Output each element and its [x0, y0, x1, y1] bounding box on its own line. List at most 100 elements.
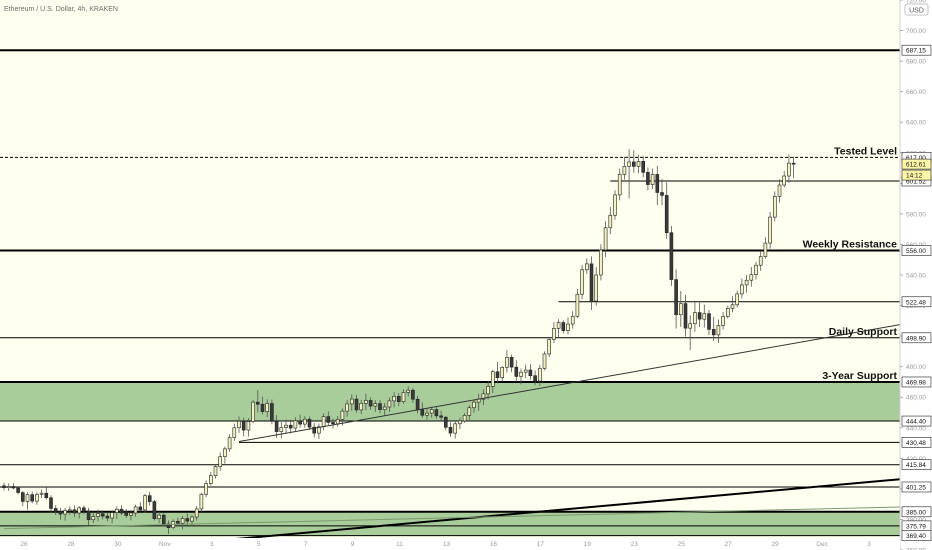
candle-up — [688, 323, 693, 329]
candle-down — [16, 487, 20, 493]
candle-down — [707, 313, 711, 330]
time-axis-background[interactable] — [0, 538, 900, 550]
price-tick-label: 360.00 — [906, 548, 926, 550]
candle-up — [213, 466, 218, 476]
candle-up — [772, 196, 777, 218]
level-price-tag-box — [901, 530, 932, 541]
trendline[interactable] — [3, 506, 901, 530]
candle-up — [594, 274, 599, 302]
candle-down — [298, 420, 302, 425]
candle-down — [49, 497, 53, 509]
candle-up — [782, 175, 787, 186]
candle-up — [204, 483, 208, 495]
price-axis-tags: 687.15 617.00 601.52 556.00 522.48 498.90 469.… — [901, 44, 932, 541]
candle-down — [528, 369, 533, 376]
candle-down — [58, 511, 63, 515]
candle-up — [721, 316, 725, 326]
candle-up — [777, 184, 782, 197]
candle-up — [157, 514, 161, 519]
candle-up — [115, 508, 119, 513]
candle-up — [599, 249, 603, 276]
candle-up — [580, 269, 584, 295]
level-price-tag-box — [901, 437, 932, 448]
time-tick-label: 30 — [114, 541, 122, 548]
candle-up — [392, 396, 396, 402]
candle-up — [401, 392, 406, 402]
candle-down — [660, 192, 664, 196]
price-axis-background[interactable] — [900, 0, 932, 550]
candle-down — [288, 424, 293, 429]
candle-down — [44, 492, 49, 499]
level-price-tag: 430.48 — [906, 440, 926, 447]
candle-up — [702, 313, 707, 320]
candle-down — [443, 416, 448, 428]
trendline[interactable] — [238, 324, 901, 443]
candle-up — [199, 494, 204, 510]
current-price-tag: 612.61 — [906, 162, 926, 169]
bar-countdown-tag: 14:12 — [906, 173, 923, 180]
candle-down — [147, 495, 152, 502]
candle-up — [6, 486, 11, 488]
candle-down — [82, 507, 86, 512]
price-tick-label: 680.00 — [906, 59, 926, 66]
candle-up — [523, 369, 528, 373]
level-price-tag-box — [901, 481, 932, 493]
time-tick-label: 19 — [584, 541, 592, 548]
candle-down — [514, 366, 519, 377]
candle-up — [406, 389, 411, 393]
candle-up — [500, 366, 505, 378]
candle-up — [608, 214, 613, 229]
candle-up — [678, 303, 683, 316]
bar-countdown-tag-box — [901, 169, 932, 181]
candle-up — [91, 516, 96, 521]
candle-down — [411, 389, 415, 400]
candle-down — [20, 492, 25, 502]
candle-up — [566, 323, 570, 331]
price-tick-label: 700.00 — [906, 28, 926, 35]
level-price-tag: 498.90 — [906, 335, 926, 342]
candle-up — [453, 423, 458, 434]
level-price-tag-box — [901, 506, 932, 518]
candle-up — [429, 409, 434, 414]
candle-up — [143, 495, 147, 511]
time-tick-label: 7 — [304, 541, 308, 548]
candle-up — [636, 161, 641, 167]
price-tick-label: 440.00 — [906, 425, 926, 432]
candle-up — [749, 274, 754, 281]
candle-down — [119, 508, 124, 514]
candle-up — [133, 506, 138, 514]
candle-down — [641, 161, 646, 173]
candle-down — [72, 509, 77, 514]
level-price-tag: 601.52 — [906, 179, 926, 186]
level-price-tag: 687.15 — [906, 48, 926, 55]
annotations-layer: Tested Level Weekly Resistance Daily Suppo… — [803, 145, 898, 382]
price-tick-label: 640.00 — [906, 120, 926, 127]
candle-down — [368, 400, 373, 407]
time-tick-label: 16 — [490, 541, 498, 548]
candle-down — [152, 501, 157, 519]
time-tick-label: 5 — [257, 541, 261, 548]
candle-down — [86, 510, 91, 521]
candle-up — [716, 325, 721, 336]
candle-up — [373, 403, 378, 407]
candle-up — [180, 518, 185, 524]
candle-down — [396, 396, 401, 402]
candle-down — [631, 161, 636, 167]
candle-down — [711, 329, 716, 336]
candle-up — [490, 371, 495, 387]
candle-up — [387, 400, 392, 408]
level-price-tag-box — [901, 245, 932, 256]
level-price-tag-box — [901, 459, 932, 470]
candle-up — [744, 279, 749, 286]
candles-layer — [2, 149, 796, 534]
candle-up — [735, 293, 740, 306]
time-axis-ticks: 26 28 30 Nov 3 5 7 9 11 13 16 17 19 23 25 27 29 Dec 3 — [20, 541, 871, 548]
candle-up — [110, 512, 114, 519]
price-tick-label: 480.00 — [906, 364, 926, 371]
candle-down — [655, 174, 660, 193]
candle-up — [725, 308, 730, 317]
time-tick-label: 28 — [67, 541, 75, 548]
currency-badge[interactable]: USD — [904, 3, 929, 16]
level-price-tag-box — [901, 44, 932, 56]
